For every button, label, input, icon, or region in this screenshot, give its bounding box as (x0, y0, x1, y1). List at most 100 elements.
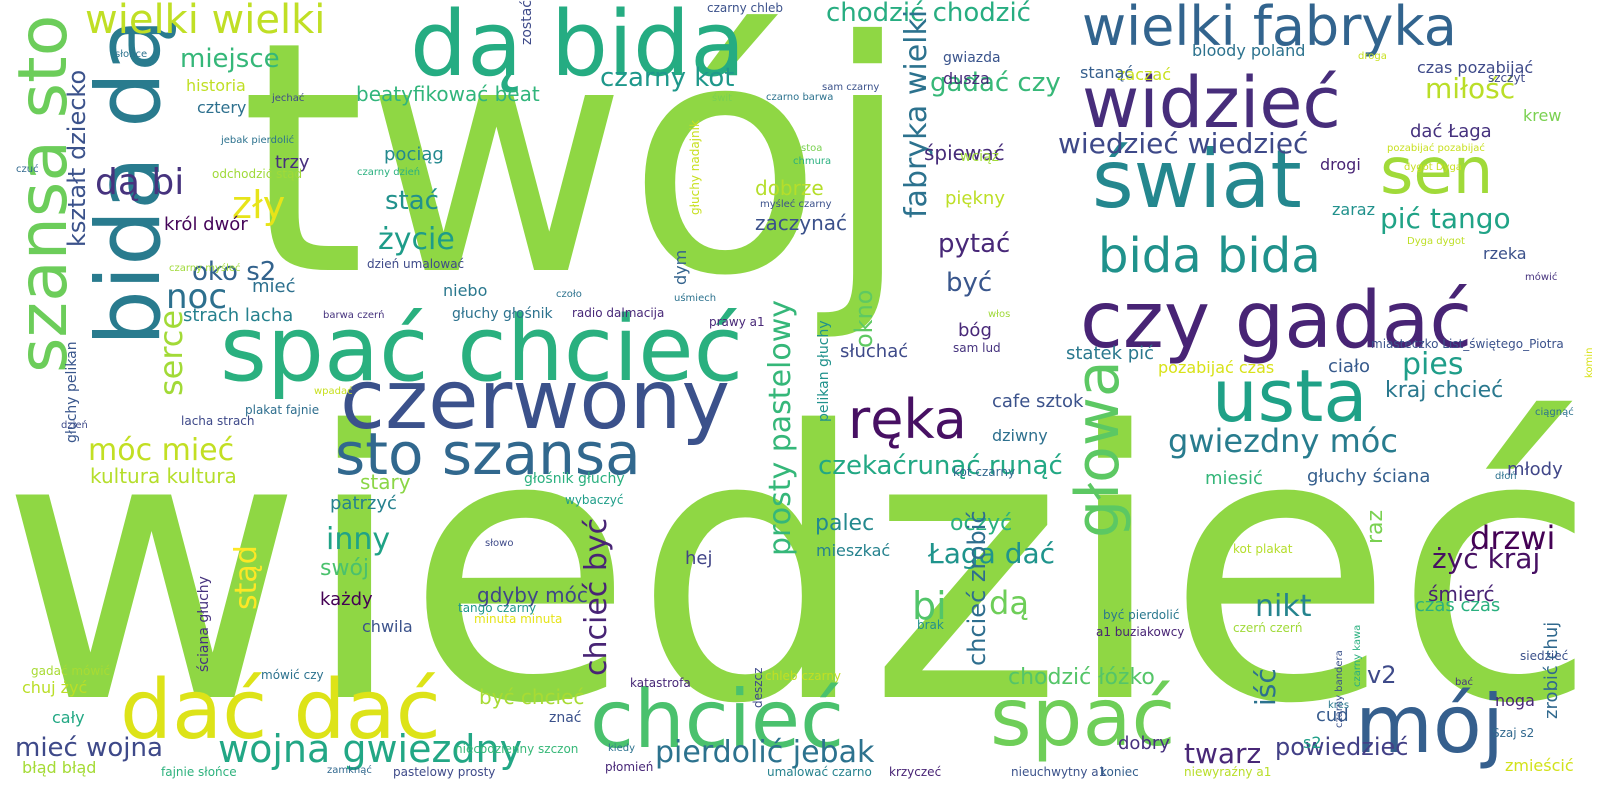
word: świat (1092, 133, 1302, 226)
word: uśmiech (674, 293, 717, 304)
word: fabryka wielki (899, 9, 934, 218)
word: kształt dziecko (63, 69, 91, 247)
word: mówić czy (261, 668, 324, 682)
word: wciąż (960, 149, 999, 165)
word: pociąg (384, 144, 444, 165)
word: płomień (605, 760, 654, 774)
word: każdy (320, 589, 373, 610)
word: być chcieć (479, 685, 585, 709)
word: szczyt (1488, 71, 1526, 85)
word: czerwony (340, 353, 731, 448)
word: myśleć czarny (760, 199, 832, 210)
word: świt (712, 93, 733, 104)
word: żyć kraj (1432, 542, 1541, 575)
word: palec (815, 511, 875, 536)
word: brak (917, 618, 944, 632)
word: czekaćrunąć runąć (818, 451, 1063, 481)
word: historia (186, 76, 246, 95)
word: rzeka (1483, 244, 1527, 263)
word: fajnie słońce (161, 765, 237, 779)
word: gwiazda (943, 50, 1001, 66)
word: mieć (252, 276, 296, 297)
word: chuj żyć (22, 678, 88, 697)
word: zaczać (1117, 65, 1171, 84)
word: krew (1523, 106, 1562, 125)
word: bóg (958, 320, 992, 341)
word: pozabijać pozabijać (1387, 143, 1485, 154)
word: nikt (1255, 589, 1312, 624)
word: ręka (848, 388, 967, 451)
word: bi (912, 584, 947, 628)
word: kultura kultura (90, 464, 237, 488)
word: zrobić chuj (1541, 621, 1562, 719)
word: głowa (1063, 360, 1133, 538)
word: stary (360, 470, 411, 494)
word: dziwny (992, 426, 1048, 445)
word: dzień (61, 420, 88, 431)
word: czarny kot (600, 63, 735, 93)
word: oczyć (950, 511, 1013, 536)
word: dobry (1118, 733, 1170, 754)
word: piękny (945, 188, 1005, 209)
word: miasteczko List_świętego_Piotra (1371, 337, 1564, 351)
word: a1 buziakowcy (1096, 625, 1185, 639)
word: być (946, 268, 993, 298)
word: słońce (115, 49, 148, 60)
word: hej (685, 548, 713, 569)
word: v2 (1367, 661, 1397, 689)
word: mój (1355, 678, 1505, 771)
word: stąd (229, 545, 264, 610)
word: czarny kawa (1352, 624, 1363, 687)
word: król dwór (164, 214, 248, 235)
word: stanąć (1080, 63, 1134, 82)
word: wiedzieć wiedzieć (1058, 127, 1309, 160)
word: mieszkać (816, 541, 891, 560)
word: ciągnąć (1535, 407, 1574, 418)
word: gadać mówić (31, 664, 111, 678)
word: chcieć zrobić (963, 510, 991, 666)
word: ściana głuchy (196, 576, 212, 672)
word: pozabijać czas (1158, 358, 1275, 377)
word: pies (1402, 347, 1464, 382)
word: głośnik głuchy (524, 471, 625, 487)
word: kot czarny (953, 465, 1016, 479)
word: chcieć (590, 673, 845, 766)
word: raz (1363, 509, 1388, 544)
word: noc (166, 277, 228, 317)
word: czoło (556, 289, 582, 300)
word: wpadać (314, 386, 353, 397)
word: Szaj s2 (1492, 726, 1535, 740)
word: pytać (938, 229, 1011, 259)
word: sen (1380, 135, 1494, 209)
word: czas czas (1415, 595, 1501, 616)
word: koniec (1100, 765, 1139, 779)
word: słuchać (840, 341, 909, 362)
word: gadać czy (930, 68, 1061, 98)
word: życie (378, 222, 455, 257)
word: twarz (1184, 737, 1262, 770)
word: siedzieć (1520, 649, 1569, 663)
word: włos (988, 309, 1011, 320)
word: katastrofa (630, 676, 691, 690)
word: usta (1212, 354, 1368, 438)
word: chodzić chodzić (826, 0, 1031, 28)
word: dym (671, 249, 690, 285)
word: znać (549, 710, 582, 726)
word: zaraz (1332, 200, 1375, 219)
word: odchodzić stąd (212, 167, 303, 181)
word: widzieć (1082, 62, 1341, 144)
word: pierdolić jebak (655, 735, 875, 770)
word: niecodzienny szczon (455, 742, 579, 756)
word: noga (1495, 691, 1535, 710)
word: mieć wojna (15, 733, 163, 763)
word: pelikan głuchy (816, 320, 832, 422)
word: zaczynać (755, 211, 848, 235)
word: zły (232, 183, 286, 227)
word: dać Łaga (1410, 121, 1492, 142)
word: czas pozabijać (1417, 58, 1534, 77)
word: iść (1249, 668, 1282, 706)
word: niewyraźny a1 (1184, 765, 1272, 779)
word: drogi (1320, 155, 1361, 174)
word: zmieścić (1505, 756, 1574, 775)
word: chodzić łóżko (1008, 665, 1155, 690)
